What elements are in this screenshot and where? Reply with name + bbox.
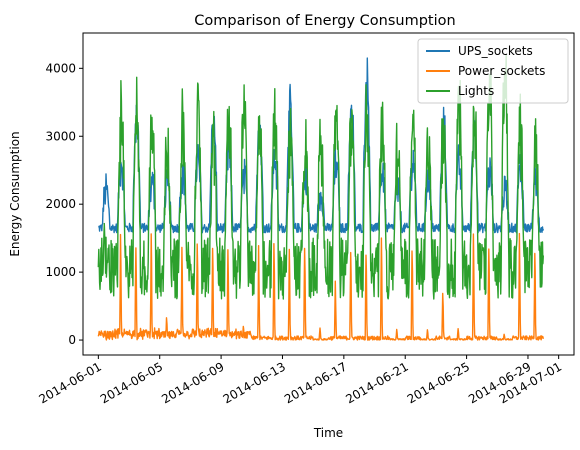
series-line-ups-sockets xyxy=(98,57,544,234)
legend-box xyxy=(417,38,569,104)
y-axis: 0 1000 2000 3000 4000 xyxy=(45,61,83,347)
y-tick-label: 3000 xyxy=(45,129,76,143)
plot-area xyxy=(82,32,575,356)
legend-label: Power_sockets xyxy=(458,64,545,78)
y-tick-label: 0 xyxy=(68,333,76,347)
legend: UPS_sockets Power_sockets Lights xyxy=(417,38,569,104)
legend-label: Lights xyxy=(458,84,494,98)
y-tick-label: 1000 xyxy=(45,265,76,279)
y-tick-label: 2000 xyxy=(45,197,76,211)
legend-label: UPS_sockets xyxy=(458,44,533,58)
y-tick-label: 4000 xyxy=(45,61,76,75)
chart-title: Comparison of Energy Consumption xyxy=(194,13,455,29)
series-line-lights xyxy=(97,53,544,300)
x-axis-label: Time xyxy=(313,426,343,440)
series-line-power-sockets xyxy=(97,232,544,341)
y-axis-label: Energy Consumption xyxy=(8,131,22,256)
plot-frame xyxy=(82,32,575,356)
series-layer xyxy=(97,53,544,341)
